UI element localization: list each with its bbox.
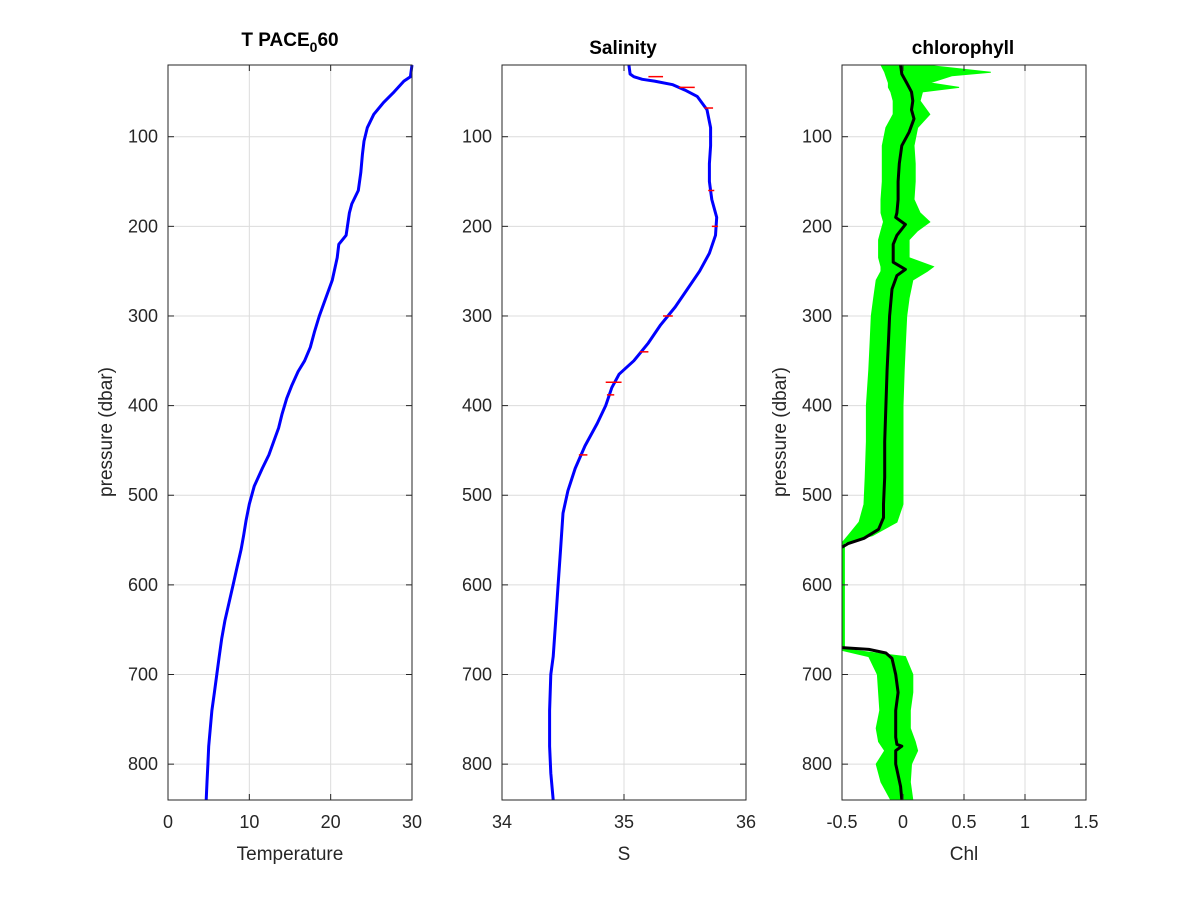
salinity-ytick-label: 100	[462, 127, 492, 147]
salinity-title: Salinity	[589, 38, 657, 59]
chlorophyll-xtick-label: 0	[898, 812, 908, 832]
chlorophyll-ytick-label: 500	[802, 485, 832, 505]
temperature-ytick-label: 800	[128, 754, 158, 774]
temperature-ytick-label: 300	[128, 306, 158, 326]
chlorophyll-ytick-label: 400	[802, 396, 832, 416]
temperature-title: T PACE060	[241, 30, 338, 55]
chlorophyll-xtick-label: 1	[1020, 812, 1030, 832]
chlorophyll-xtick-label: 1.5	[1073, 812, 1098, 832]
chlorophyll-xtick-label: 0.5	[951, 812, 976, 832]
chlorophyll-title: chlorophyll	[912, 38, 1014, 59]
temperature-ticks: 0 10 20 30 100 200 300 400 500 600 700 800	[128, 65, 422, 832]
temperature-ytick-label: 100	[128, 127, 158, 147]
salinity-grid	[502, 65, 746, 800]
chlorophyll-xtick-label: -0.5	[826, 812, 857, 832]
salinity-ytick-label: 700	[462, 665, 492, 685]
chlorophyll-spread-band	[841, 64, 991, 801]
temperature-xlabel: Temperature	[237, 844, 344, 865]
salinity-xtick-label: 34	[492, 812, 512, 832]
chlorophyll-ytick-label: 100	[802, 127, 832, 147]
salinity-ytick-label: 200	[462, 216, 492, 236]
temperature-ytick-label: 200	[128, 216, 158, 236]
salinity-ytick-label: 600	[462, 575, 492, 595]
temperature-ytick-label: 700	[128, 665, 158, 685]
chlorophyll-ytick-label: 600	[802, 575, 832, 595]
temperature-ytick-label: 500	[128, 485, 158, 505]
salinity-xlabel: S	[618, 844, 631, 865]
salinity-ytick-label: 800	[462, 754, 492, 774]
temperature-xtick-label: 10	[239, 812, 259, 832]
salinity-ticks: 34 35 36 100 200 300 400 500 600 700 800	[462, 65, 756, 832]
temperature-xtick-label: 20	[321, 812, 341, 832]
chlorophyll-ticks: -0.5 0 0.5 1 1.5 100 200 300 400 500 600 700 800	[802, 65, 1099, 832]
chlorophyll-ylabel: pressure (dbar)	[770, 367, 791, 497]
panel-salinity: Salinity 34 35 36100200300400500600700800 …	[462, 38, 756, 865]
chlorophyll-xlabel: Chl	[950, 844, 979, 865]
chlorophyll-profile-line	[841, 64, 916, 549]
temperature-ytick-label: 600	[128, 575, 158, 595]
salinity-profile-line	[548, 64, 719, 801]
chlorophyll-profile-line	[841, 646, 904, 801]
salinity-ytick-label: 500	[462, 485, 492, 505]
temperature-xtick-label: 0	[163, 812, 173, 832]
chlorophyll-plot-area	[841, 64, 991, 801]
chlorophyll-ytick-label: 200	[802, 216, 832, 236]
temperature-ylabel: pressure (dbar)	[96, 367, 117, 497]
chlorophyll-ytick-label: 700	[802, 665, 832, 685]
temperature-ytick-label: 400	[128, 396, 158, 416]
panel-temperature: T PACE060 0 10 20 30 100 200 300 400 500 600 700 80…	[96, 30, 422, 865]
temperature-profile-line	[204, 64, 414, 801]
panel-chlorophyll: chlorophyll -0.5 0 0.5 1 1.5 100 200 300 400 500 6…	[770, 38, 1099, 865]
temperature-axes-box	[167, 64, 413, 801]
temperature-xtick-label: 30	[402, 812, 422, 832]
salinity-plot-area	[548, 64, 719, 801]
salinity-xtick-label: 36	[736, 812, 756, 832]
salinity-ytick-label: 300	[462, 306, 492, 326]
salinity-ytick-label: 400	[462, 396, 492, 416]
temperature-plot-area	[204, 64, 414, 801]
chlorophyll-ytick-label: 300	[802, 306, 832, 326]
temperature-grid	[168, 65, 412, 800]
chlorophyll-ytick-label: 800	[802, 754, 832, 774]
salinity-xtick-label: 35	[614, 812, 634, 832]
